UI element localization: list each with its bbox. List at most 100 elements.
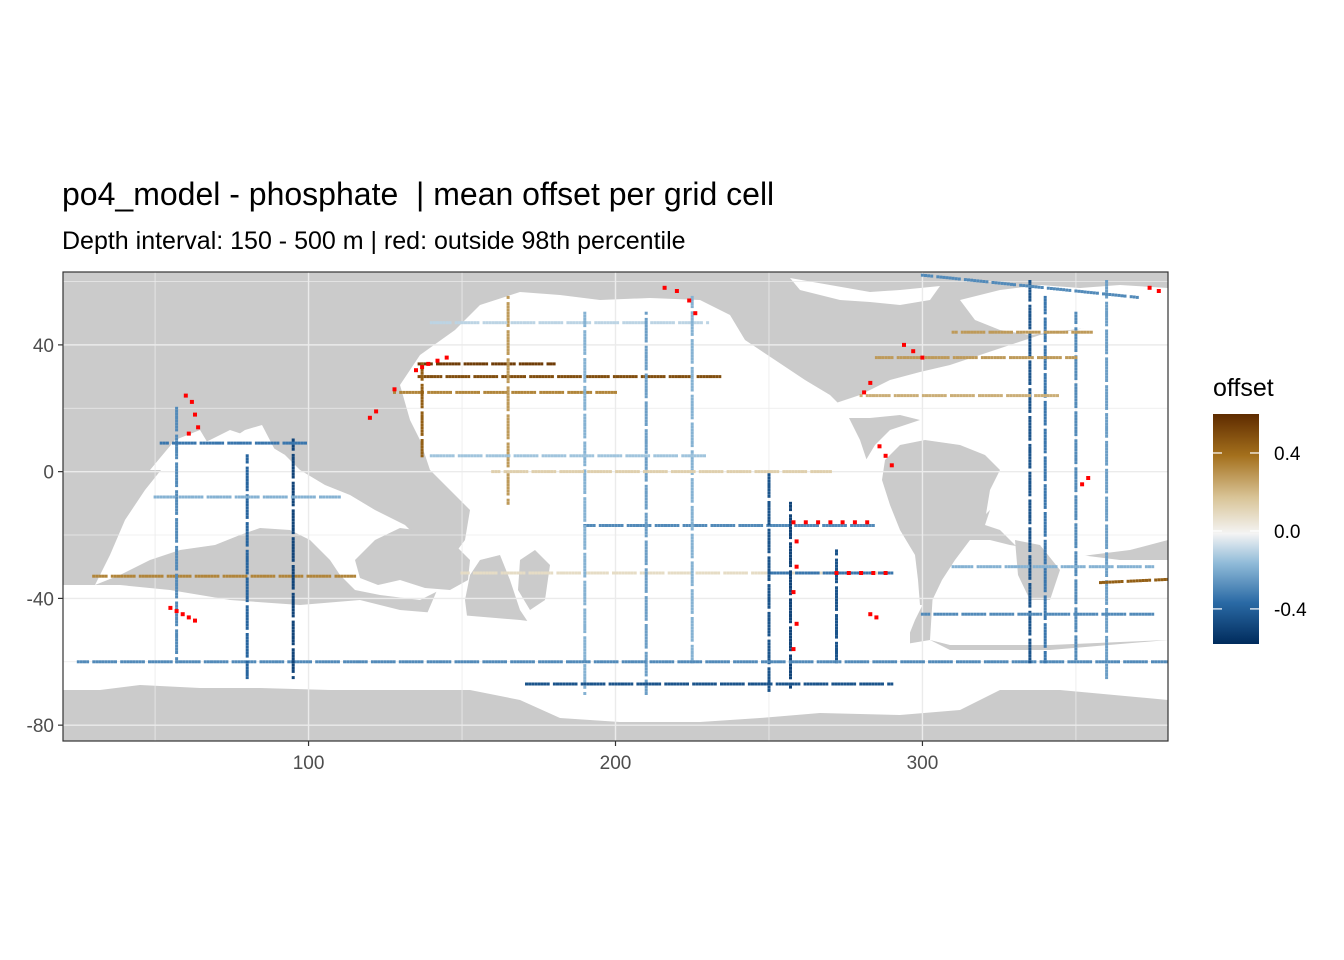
grid-cell [1043,450,1047,454]
grid-cell [644,500,648,504]
grid-cell [738,682,742,686]
outlier-cell [168,605,173,610]
grid-cell [712,375,716,379]
grid-cell [463,571,467,575]
grid-cell [671,660,675,664]
grid-cell [575,321,579,325]
grid-cell [872,394,875,398]
grid-cell [594,321,598,325]
grid-cell [690,456,694,460]
grid-cell [690,302,694,305]
grid-cell [1074,601,1078,605]
grid-cell [322,574,325,578]
grid-cell [245,478,249,482]
grid-cell [291,639,295,643]
grid-cell [506,445,510,449]
outlier-cell [852,520,857,525]
grid-cell [218,441,221,445]
grid-cell [291,475,295,479]
grid-cell [1105,304,1109,308]
grid-cell [1028,366,1032,370]
grid-cell [850,524,854,527]
grid-cell [245,608,249,612]
grid-cell [470,390,474,394]
grid-cell [520,390,524,394]
grid-cell [420,445,424,449]
grid-cell [291,623,295,627]
grid-cell [1052,287,1056,291]
grid-cell [1157,660,1161,664]
grid-cell [1043,311,1047,315]
grid-cell [175,412,179,416]
grid-cell [661,660,665,664]
grid-cell [1074,495,1078,499]
grid-cell [600,454,604,458]
grid-cell [219,495,223,499]
grid-cell [1070,660,1074,664]
grid-cell [690,508,694,512]
grid-cell [1082,612,1086,616]
grid-cell [426,660,430,664]
grid-cell [693,454,697,458]
grid-cell [460,454,464,458]
grid-cell [1032,565,1036,569]
grid-cell [789,673,792,677]
grid-cell [806,524,810,527]
grid-cell [1058,356,1062,360]
grid-cell [583,348,587,352]
grid-cell [245,485,249,489]
grid-cell [551,390,555,394]
grid-cell [526,321,530,325]
grid-cell [291,605,295,609]
grid-cell [872,660,876,664]
grid-cell [637,660,641,664]
grid-cell [747,682,751,686]
grid-cell [583,416,587,420]
grid-cell [429,660,433,664]
grid-cell [585,375,588,379]
grid-cell [1028,471,1032,475]
grid-cell [659,375,663,379]
grid-cell [1048,612,1052,616]
grid-cell [228,495,232,499]
grid-cell [245,454,249,458]
grid-cell [661,470,665,474]
grid-cell [553,660,557,664]
africa-landmass [1015,540,1060,600]
grid-cell [1135,565,1139,569]
grid-cell [169,574,173,578]
grid-cell [1035,565,1039,569]
grid-cell [1043,484,1047,488]
x-axis: 100 200 300 [293,741,938,774]
grid-cell [619,454,623,458]
grid-cell [135,660,139,664]
grid-cell [414,660,418,664]
grid-cell [689,660,693,664]
grid-cell [789,536,792,540]
grid-cell [644,518,648,522]
grid-cell [291,592,295,596]
grid-cell [1028,567,1032,571]
grid-cell [525,470,529,474]
grid-cell [1028,626,1032,630]
grid-cell [512,470,516,474]
grid-cell [1059,287,1063,291]
grid-cell [245,626,249,630]
grid-cell [779,660,783,664]
grid-cell [429,321,433,325]
grid-cell [1138,612,1142,616]
grid-cell [835,648,838,651]
grid-cell [1043,601,1047,605]
grid-cell [1043,348,1047,352]
track-28 [1105,280,1109,680]
grid-cell [445,321,449,325]
grid-cell [293,660,297,664]
grid-cell [835,598,838,602]
grid-cell [1105,450,1109,454]
grid-cell [547,454,551,458]
grid-cell [1126,579,1130,583]
track-13 [789,501,792,689]
grid-cell [692,660,696,664]
grid-cell [513,375,517,379]
grid-cell [583,444,587,448]
